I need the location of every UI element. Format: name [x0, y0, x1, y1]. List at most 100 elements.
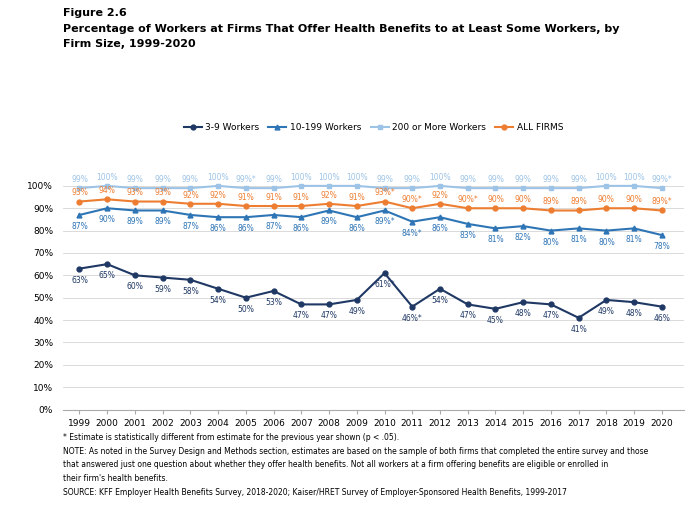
10-199 Workers: [158, 207, 167, 214]
Text: 92%: 92%: [182, 191, 199, 200]
Text: 99%: 99%: [459, 175, 476, 184]
200 or More Workers: [547, 185, 555, 191]
10-199 Workers: [547, 227, 555, 234]
Text: 99%: 99%: [154, 175, 171, 184]
Text: 54%: 54%: [431, 296, 448, 304]
ALL FIRMS: [325, 201, 333, 207]
Text: 45%: 45%: [487, 316, 504, 325]
3-9 Workers: [158, 275, 167, 281]
Line: 10-199 Workers: 10-199 Workers: [77, 206, 664, 237]
Text: 49%: 49%: [598, 307, 615, 316]
ALL FIRMS: [574, 207, 583, 214]
10-199 Workers: [103, 205, 112, 212]
10-199 Workers: [269, 212, 278, 218]
200 or More Workers: [463, 185, 472, 191]
200 or More Workers: [658, 185, 666, 191]
10-199 Workers: [463, 220, 472, 227]
10-199 Workers: [75, 212, 84, 218]
Text: 89%: 89%: [320, 217, 337, 226]
Text: 90%: 90%: [487, 195, 504, 204]
Text: SOURCE: KFF Employer Health Benefits Survey, 2018-2020; Kaiser/HRET Survey of Em: SOURCE: KFF Employer Health Benefits Sur…: [63, 488, 567, 497]
ALL FIRMS: [436, 201, 444, 207]
Text: 99%: 99%: [404, 175, 421, 184]
ALL FIRMS: [186, 201, 195, 207]
Text: 80%: 80%: [542, 237, 559, 247]
3-9 Workers: [519, 299, 528, 306]
Text: Percentage of Workers at Firms That Offer Health Benefits to at Least Some Worke: Percentage of Workers at Firms That Offe…: [63, 24, 619, 34]
Text: 48%: 48%: [625, 309, 642, 318]
Text: 41%: 41%: [570, 325, 587, 334]
Text: 78%: 78%: [653, 242, 670, 251]
10-199 Workers: [380, 207, 389, 214]
10-199 Workers: [574, 225, 583, 232]
200 or More Workers: [408, 185, 417, 191]
10-199 Workers: [658, 232, 666, 238]
Text: 99%: 99%: [126, 175, 143, 184]
Text: 81%: 81%: [626, 235, 642, 244]
ALL FIRMS: [158, 198, 167, 205]
Text: 86%: 86%: [237, 224, 254, 233]
Text: 48%: 48%: [515, 309, 532, 318]
3-9 Workers: [75, 266, 84, 272]
10-199 Workers: [602, 227, 611, 234]
3-9 Workers: [436, 286, 444, 292]
10-199 Workers: [408, 218, 417, 225]
Text: 87%: 87%: [265, 222, 282, 231]
Text: 93%: 93%: [126, 188, 143, 197]
Text: 100%: 100%: [595, 173, 617, 182]
10-199 Workers: [131, 207, 139, 214]
Text: 100%: 100%: [290, 173, 312, 182]
ALL FIRMS: [131, 198, 139, 205]
Text: 99%*: 99%*: [235, 175, 256, 184]
Text: 99%: 99%: [265, 175, 282, 184]
200 or More Workers: [297, 183, 306, 189]
Text: 89%*: 89%*: [651, 197, 672, 206]
200 or More Workers: [436, 183, 444, 189]
ALL FIRMS: [214, 201, 222, 207]
Text: 86%: 86%: [210, 224, 226, 233]
Text: 90%: 90%: [598, 195, 615, 204]
Text: 99%: 99%: [182, 175, 199, 184]
Text: 50%: 50%: [237, 304, 254, 313]
200 or More Workers: [574, 185, 583, 191]
Text: 99%: 99%: [487, 175, 504, 184]
3-9 Workers: [325, 301, 333, 308]
Text: 84%*: 84%*: [402, 228, 422, 238]
Text: 93%: 93%: [154, 188, 171, 197]
Text: 90%: 90%: [514, 195, 532, 204]
Text: 90%*: 90%*: [402, 195, 422, 204]
3-9 Workers: [658, 303, 666, 310]
10-199 Workers: [297, 214, 306, 220]
3-9 Workers: [269, 288, 278, 294]
10-199 Workers: [186, 212, 195, 218]
Text: 91%: 91%: [237, 193, 254, 202]
Text: 47%: 47%: [542, 311, 559, 320]
200 or More Workers: [75, 185, 84, 191]
ALL FIRMS: [380, 198, 389, 205]
ALL FIRMS: [75, 198, 84, 205]
ALL FIRMS: [519, 205, 528, 212]
Text: 53%: 53%: [265, 298, 282, 307]
3-9 Workers: [352, 297, 361, 303]
Text: 86%: 86%: [431, 224, 448, 233]
200 or More Workers: [242, 185, 250, 191]
200 or More Workers: [186, 185, 195, 191]
Text: 99%: 99%: [71, 175, 88, 184]
Text: 60%: 60%: [126, 282, 143, 291]
Text: 89%: 89%: [542, 197, 559, 206]
Text: 93%*: 93%*: [374, 188, 395, 197]
Line: 3-9 Workers: 3-9 Workers: [77, 262, 664, 320]
Line: 200 or More Workers: 200 or More Workers: [77, 183, 664, 191]
Text: 47%: 47%: [459, 311, 476, 320]
3-9 Workers: [491, 306, 500, 312]
3-9 Workers: [214, 286, 222, 292]
Text: 63%: 63%: [71, 276, 88, 285]
Text: 99%: 99%: [514, 175, 532, 184]
Text: 87%: 87%: [71, 222, 88, 231]
Text: 100%: 100%: [207, 173, 229, 182]
200 or More Workers: [602, 183, 611, 189]
Text: 59%: 59%: [154, 285, 171, 293]
ALL FIRMS: [547, 207, 555, 214]
Text: 83%: 83%: [459, 231, 476, 240]
Text: 91%: 91%: [265, 193, 282, 202]
